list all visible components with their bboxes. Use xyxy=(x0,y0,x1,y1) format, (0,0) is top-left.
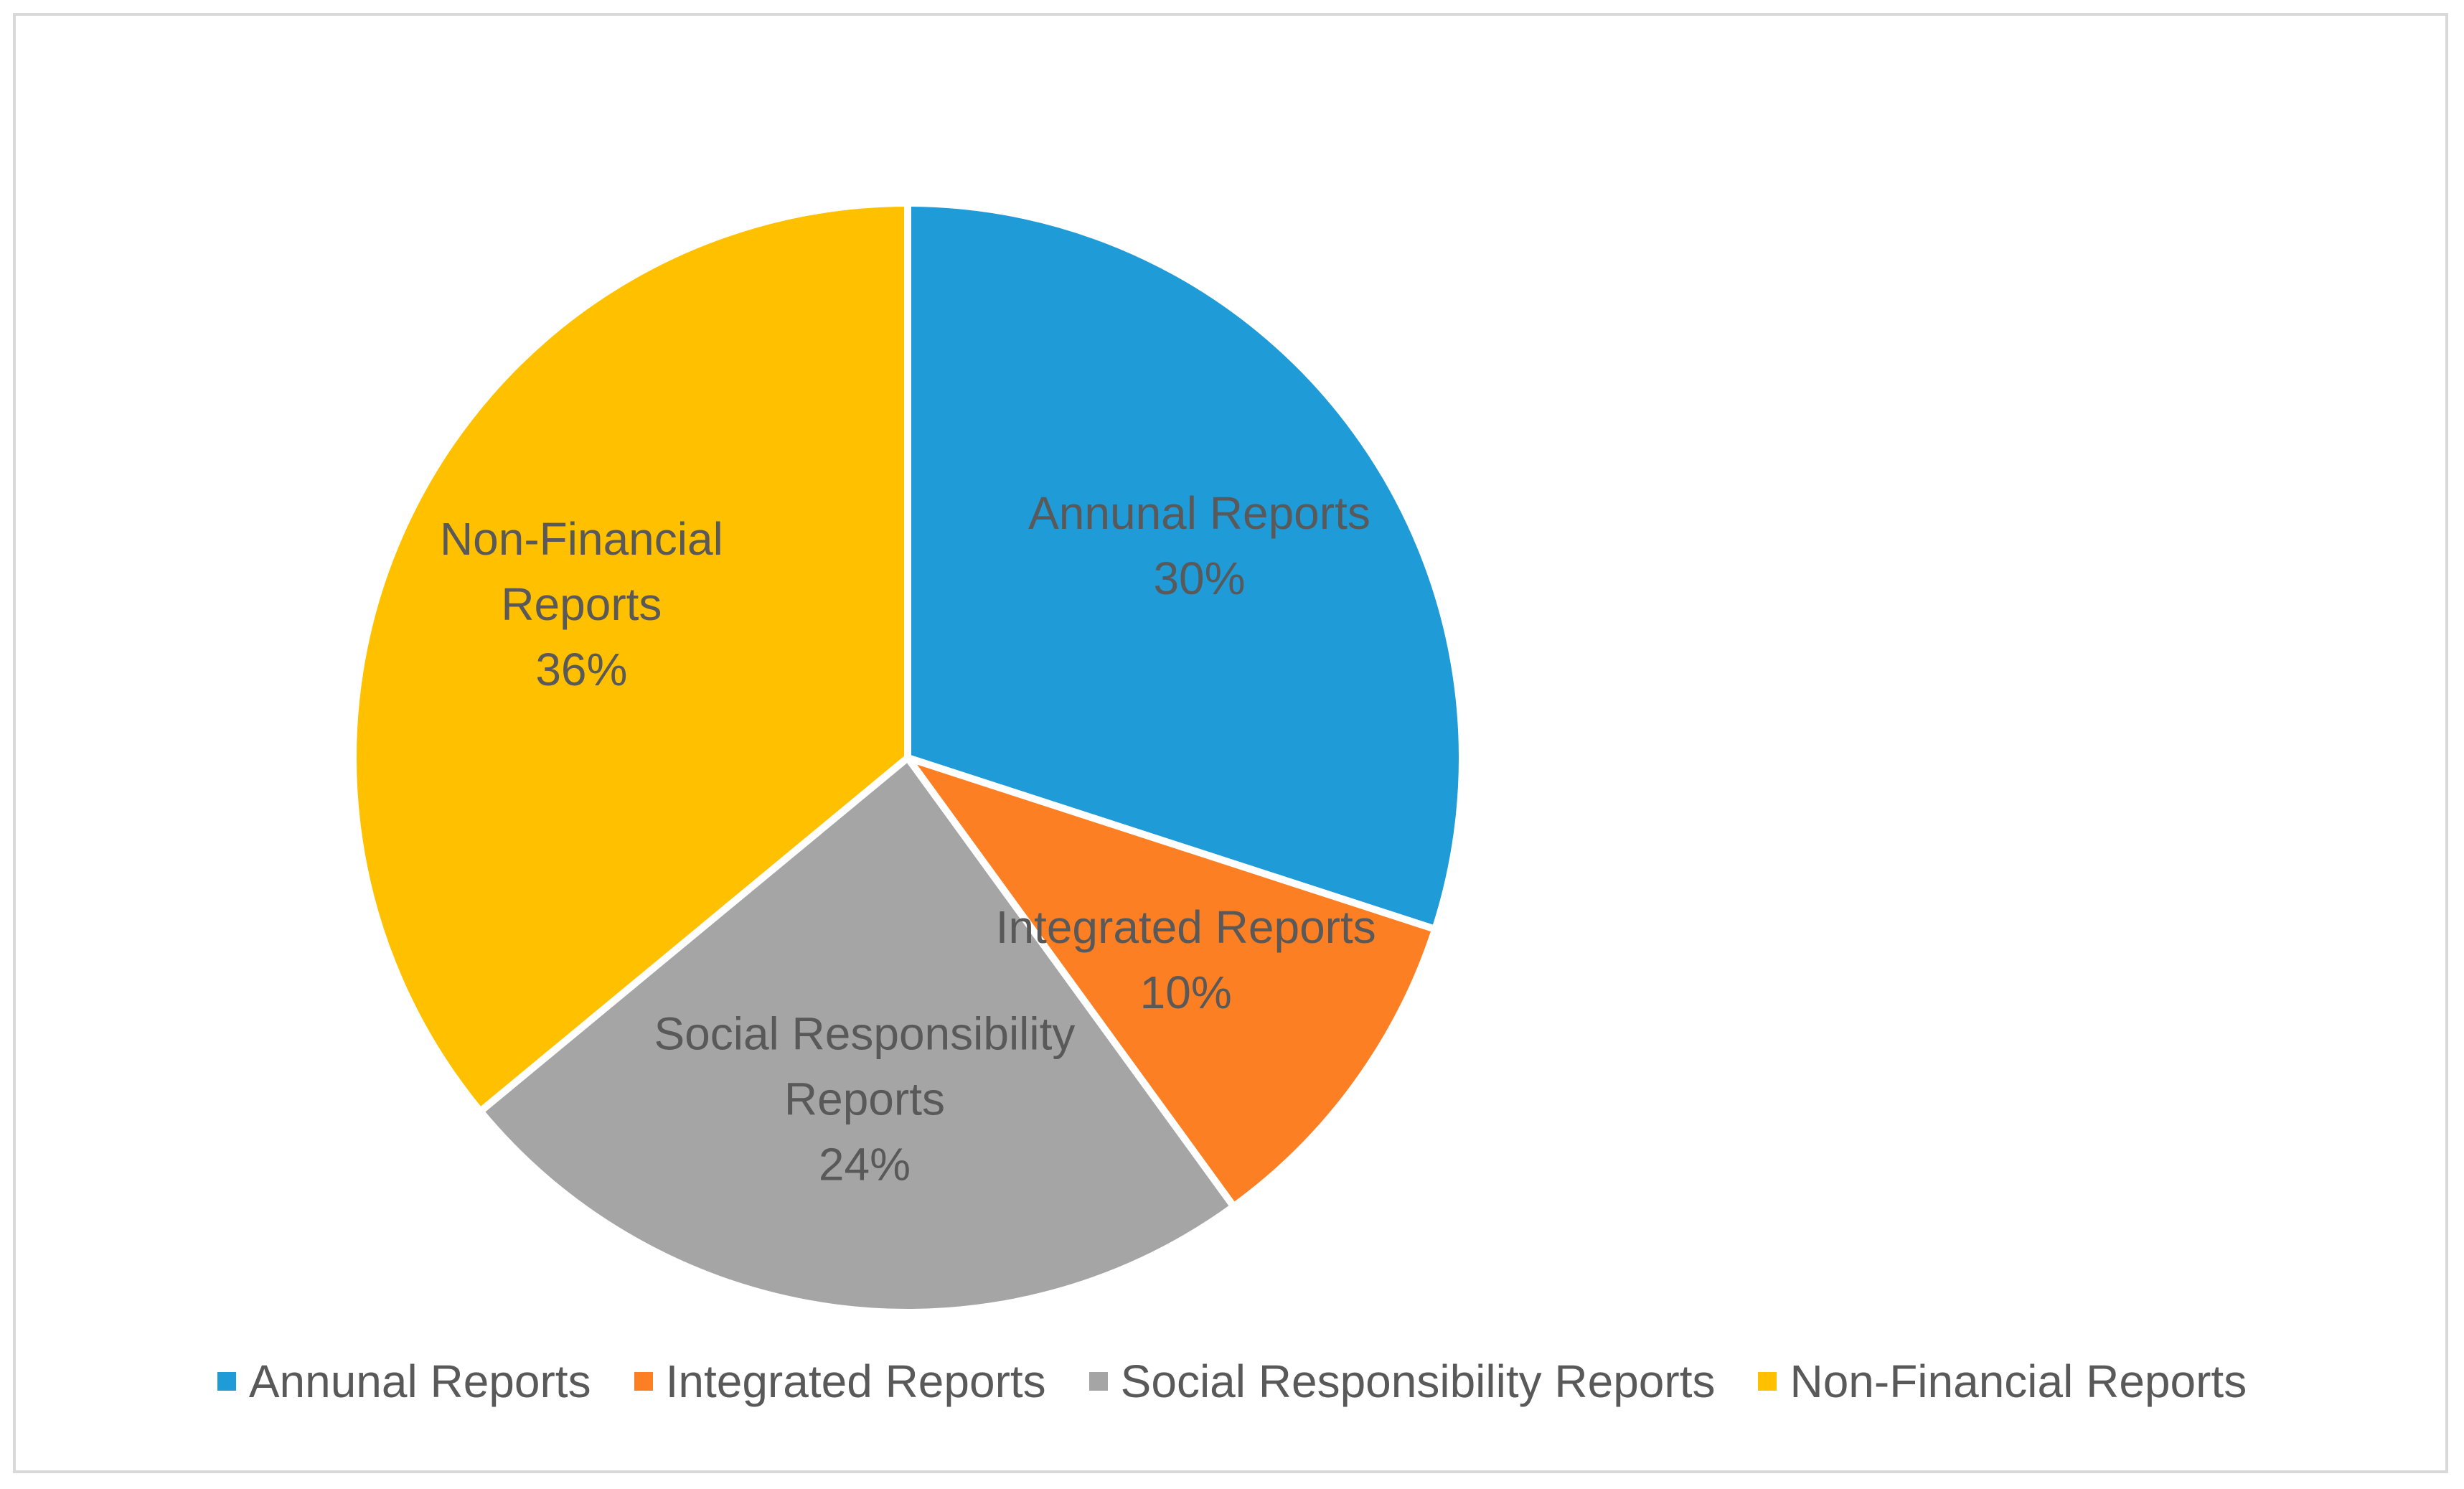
legend-label: Social Responsibility Reports xyxy=(1120,1356,1716,1407)
slice-value-label: 30% xyxy=(1153,553,1245,604)
legend-label: Integrated Reports xyxy=(665,1356,1046,1407)
slice-label-non-financial-reports: Non-Financial Reports 36% xyxy=(440,513,723,695)
pie-slice-social-responsibility-reports[interactable] xyxy=(476,754,1238,1316)
legend-item-social-responsibility-reports[interactable]: Social Responsibility Reports xyxy=(1088,1355,1716,1408)
slice-category-label: Non-Financial xyxy=(440,513,723,565)
slice-category-label: Reports xyxy=(784,1073,945,1124)
legend-item-annual-reports[interactable]: Annunal Reports xyxy=(217,1355,591,1408)
legend-swatch xyxy=(1758,1372,1777,1391)
legend-swatch xyxy=(217,1372,236,1391)
slice-category-label: Annunal Reports xyxy=(1028,487,1370,539)
slice-label-social-responsibility-reports: Social Responsibility Reports 24% xyxy=(654,1007,1075,1190)
pie-slice-integrated-reports[interactable] xyxy=(904,754,1439,1211)
slice-category-label: Integrated Reports xyxy=(996,901,1376,953)
pie-slice-non-financial-reports[interactable] xyxy=(349,199,911,1115)
slice-label-integrated-reports: Integrated Reports 10% xyxy=(996,901,1376,1018)
legend-label: Non-Financial Reports xyxy=(1790,1356,2247,1407)
slice-label-annunal-reports: Annunal Reports 30% xyxy=(1028,487,1370,604)
legend-swatch xyxy=(1088,1372,1108,1391)
slice-value-label: 10% xyxy=(1140,967,1232,1018)
legend-item-integrated-reports[interactable]: Integrated Reports xyxy=(634,1355,1046,1408)
pie-slice-annunal-reports[interactable] xyxy=(904,199,1466,933)
slice-category-label: Reports xyxy=(501,578,662,630)
slice-labels: Annunal Reports 30% Integrated Reports 10% S… xyxy=(440,487,1376,1190)
legend: Annunal Reports Integrated Reports Socia… xyxy=(0,1355,2464,1408)
slice-category-label: Social Responsibility xyxy=(654,1007,1075,1059)
slice-value-label: 24% xyxy=(819,1138,911,1190)
slice-value-label: 36% xyxy=(535,644,627,695)
legend-item-non-financial-reports[interactable]: Non-Financial Reports xyxy=(1758,1355,2247,1408)
pie-slices xyxy=(349,199,1466,1316)
legend-swatch xyxy=(634,1372,653,1391)
legend-label: Annunal Reports xyxy=(248,1356,591,1407)
